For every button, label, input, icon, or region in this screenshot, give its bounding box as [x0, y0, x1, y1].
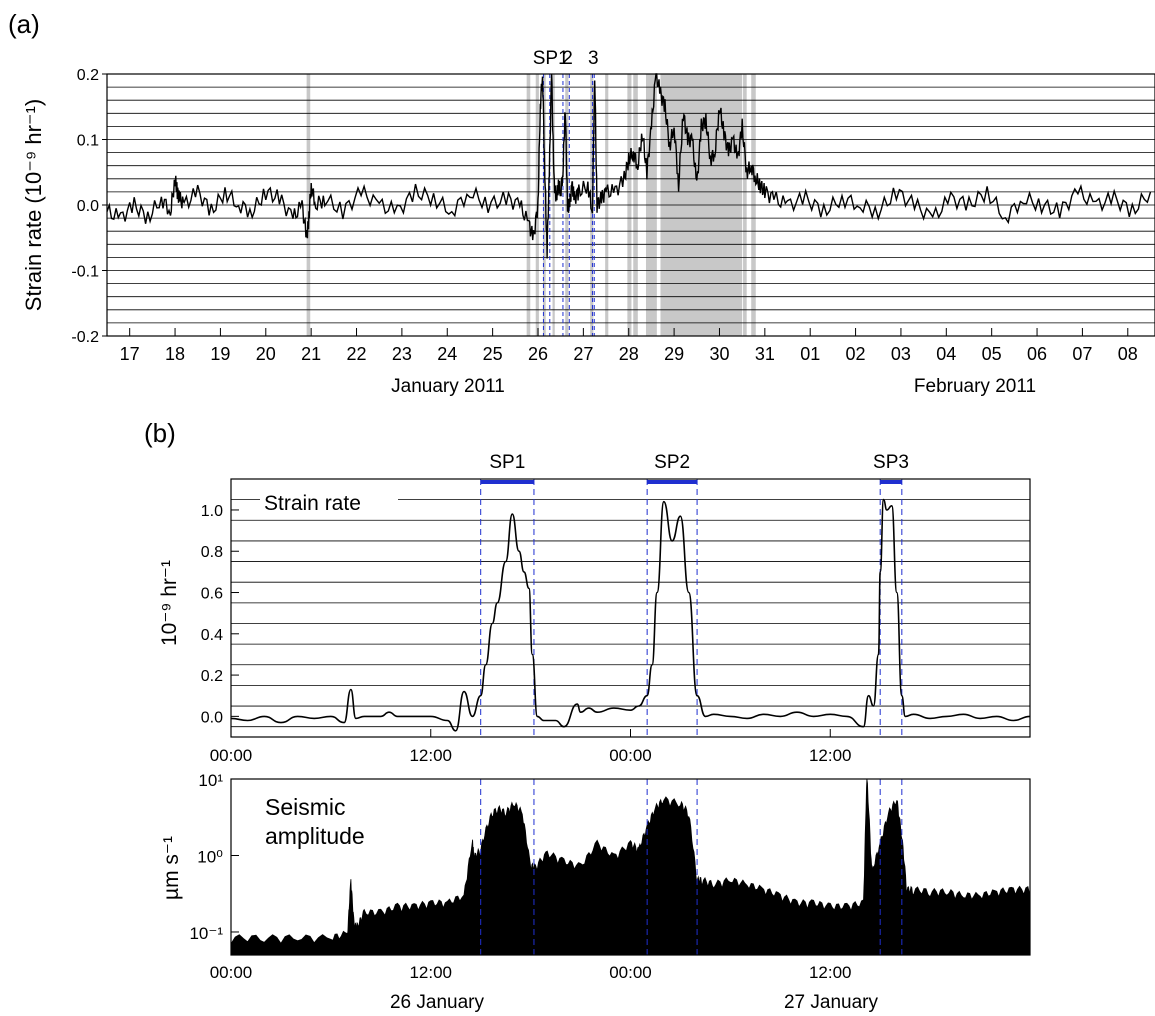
y-tick-label-2: 0.0: [77, 198, 99, 215]
y-tick-label-4: 0.2: [77, 67, 99, 84]
panel-b-gridlines: [231, 500, 1030, 727]
panel-b-seismic-chart: Seismic amplitude 10⁻¹ 10⁰ 10¹ 00:00 12:00 0…: [160, 771, 1030, 1013]
panel-a-label: (a): [8, 9, 40, 39]
panel-b-strain-line: [231, 500, 1030, 731]
x-tick-label-0: 00:00: [210, 746, 253, 765]
x-tick-label-2: 00:00: [609, 746, 652, 765]
x-tick-label-22: 08: [1118, 344, 1138, 364]
sp-label-1: SP2: [654, 452, 690, 473]
x-tick-label-7: 24: [437, 344, 457, 364]
x-tick-label-10: 27: [573, 344, 593, 364]
panel-b-day-label-26: 26 January: [390, 992, 485, 1013]
y-tick-label-2: 10¹: [198, 771, 223, 790]
x-tick-label-9: 26: [528, 344, 548, 364]
x-tick-label-2: 19: [210, 344, 230, 364]
x-tick-label-0: 00:00: [210, 963, 253, 982]
x-tick-label-13: 30: [709, 344, 729, 364]
panel-a-month-label-feb: February 2011: [914, 376, 1036, 397]
x-tick-label-19: 05: [982, 344, 1002, 364]
panel-a-month-label-jan: January 2011: [391, 376, 505, 397]
panel-b-sp-bars: SP1 SP2 SP3: [481, 452, 909, 482]
y-tick-label-1: -0.1: [71, 264, 99, 281]
x-tick-label-11: 28: [619, 344, 639, 364]
panel-b-label: (b): [144, 418, 176, 448]
panel-a-x-ticks: 17 18 19 20 21 22 23 24 25 26 27 28 29 30 31 01 02 03 04 05…: [120, 328, 1138, 364]
y-tick-label-1: 10⁰: [197, 847, 223, 866]
x-tick-label-1: 18: [165, 344, 185, 364]
panel-b-x-ticks: 00:00 12:00 00:00 12:00: [210, 729, 852, 765]
x-tick-label-15: 01: [800, 344, 820, 364]
x-tick-label-2: 00:00: [609, 963, 652, 982]
x-tick-label-18: 04: [936, 344, 956, 364]
x-tick-label-3: 12:00: [809, 746, 852, 765]
y-tick-label-3: 0.6: [201, 586, 223, 603]
panel-b-day-label-27: 27 January: [784, 992, 879, 1013]
y-tick-label-2: 0.4: [201, 627, 223, 644]
y-tick-label-4: 0.8: [201, 544, 223, 561]
x-tick-label-14: 31: [755, 344, 775, 364]
x-tick-label-17: 03: [891, 344, 911, 364]
x-tick-label-5: 22: [347, 344, 367, 364]
x-tick-label-8: 25: [483, 344, 503, 364]
y-tick-label-1: 0.2: [201, 668, 223, 685]
y-tick-label-0: -0.2: [71, 329, 99, 346]
panel-b-frame: [231, 479, 1030, 737]
panel-b-y-ticks: 0.0 0.2 0.4 0.6 0.8 1.0: [201, 503, 239, 726]
y-tick-label-0: 10⁻¹: [189, 924, 223, 943]
panel-b-subtitle: Strain rate: [264, 492, 361, 515]
panel-b-seismic-subtitle-line1: Seismic: [265, 794, 346, 820]
x-tick-label-20: 06: [1027, 344, 1047, 364]
x-tick-label-0: 17: [120, 344, 140, 364]
x-tick-label-16: 02: [846, 344, 866, 364]
sp-label-0: SP1: [489, 452, 525, 473]
x-tick-label-21: 07: [1072, 344, 1092, 364]
y-tick-label-3: 0.1: [77, 133, 99, 150]
x-tick-label-6: 23: [392, 344, 412, 364]
panel-a-y-axis-label: Strain rate (10⁻⁹ hr⁻¹): [21, 99, 46, 311]
x-tick-label-3: 20: [256, 344, 276, 364]
panel-b-seismic-subtitle-line2: amplitude: [265, 823, 365, 849]
panel-b-seismic-area: [231, 779, 1030, 955]
y-tick-label-0: 0.0: [201, 709, 223, 726]
panel-b-y-axis-label: 10⁻⁹ hr⁻¹: [158, 560, 181, 646]
period-label-2: 3: [588, 48, 599, 69]
sp-label-2: SP3: [873, 452, 909, 473]
panel-a-y-ticks: -0.2 -0.1 0.0 0.1 0.2: [71, 67, 107, 346]
panel-b-strain-chart: Strain rate SP1 SP2 SP3 0.0 0.2 0.4 0.6 0.8 1.0…: [158, 452, 1030, 765]
period-label-1: 2: [562, 48, 573, 69]
x-tick-label-1: 12:00: [409, 963, 452, 982]
panel-a-chart: -0.2-0.10.00.10.2 17 18 19 20 21 22 23 24 25 26 27…: [21, 48, 1155, 397]
x-tick-label-3: 12:00: [809, 963, 852, 982]
panel-b-seismic-y-axis-label: µm s⁻¹: [160, 836, 183, 900]
x-tick-label-4: 21: [301, 344, 321, 364]
x-tick-label-1: 12:00: [409, 746, 452, 765]
y-tick-label-5: 1.0: [201, 503, 223, 520]
x-tick-label-12: 29: [664, 344, 684, 364]
